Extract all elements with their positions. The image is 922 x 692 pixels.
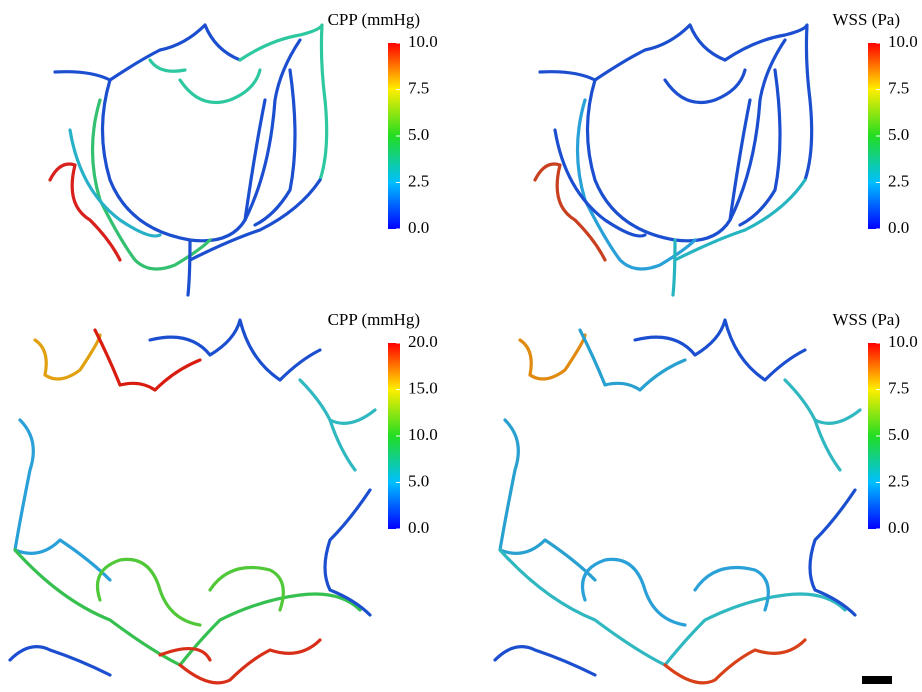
colorbar-tick-label: 5.0	[408, 471, 429, 490]
colorbar-tick-label: 2.5	[888, 471, 909, 490]
colorbar-tick-label: 2.5	[888, 171, 909, 190]
colorbar-tick-label: 0.0	[408, 218, 429, 237]
vessel-network	[8, 318, 377, 685]
colorbar-tick-label: 5.0	[408, 125, 429, 144]
vessel-network	[48, 23, 329, 297]
colorbar-tick-label: 7.5	[888, 78, 909, 97]
scale-bar	[862, 676, 892, 684]
colorbar-title: CPP (mmHg)	[328, 10, 420, 29]
colorbar-title: WSS (Pa)	[832, 10, 900, 29]
colorbar-tick-label: 0.0	[408, 518, 429, 537]
colorbar-tick-label: 0.0	[888, 518, 909, 537]
colorbar-title: WSS (Pa)	[832, 310, 900, 329]
colorbar-tick-label: 0.0	[888, 218, 909, 237]
colorbar-tick-label: 7.5	[888, 378, 909, 397]
colorbar-tick-label: 2.5	[408, 171, 429, 190]
colorbar-title: CPP (mmHg)	[328, 310, 420, 329]
colorbar-tick-label: 5.0	[888, 125, 909, 144]
colorbar-tick-label: 10.0	[888, 332, 918, 351]
colorbar-tick-label: 10.0	[408, 425, 438, 444]
colorbar-tick-label: 20.0	[408, 332, 438, 351]
vessel-network	[533, 23, 814, 297]
vessel-network	[493, 318, 862, 685]
colorbar-tick-label: 15.0	[408, 378, 438, 397]
colorbar-tick-label: 5.0	[888, 425, 909, 444]
colorbar-tick-label: 10.0	[888, 32, 918, 51]
colorbar-tick-label: 10.0	[408, 32, 438, 51]
colorbar-tick-label: 7.5	[408, 78, 429, 97]
